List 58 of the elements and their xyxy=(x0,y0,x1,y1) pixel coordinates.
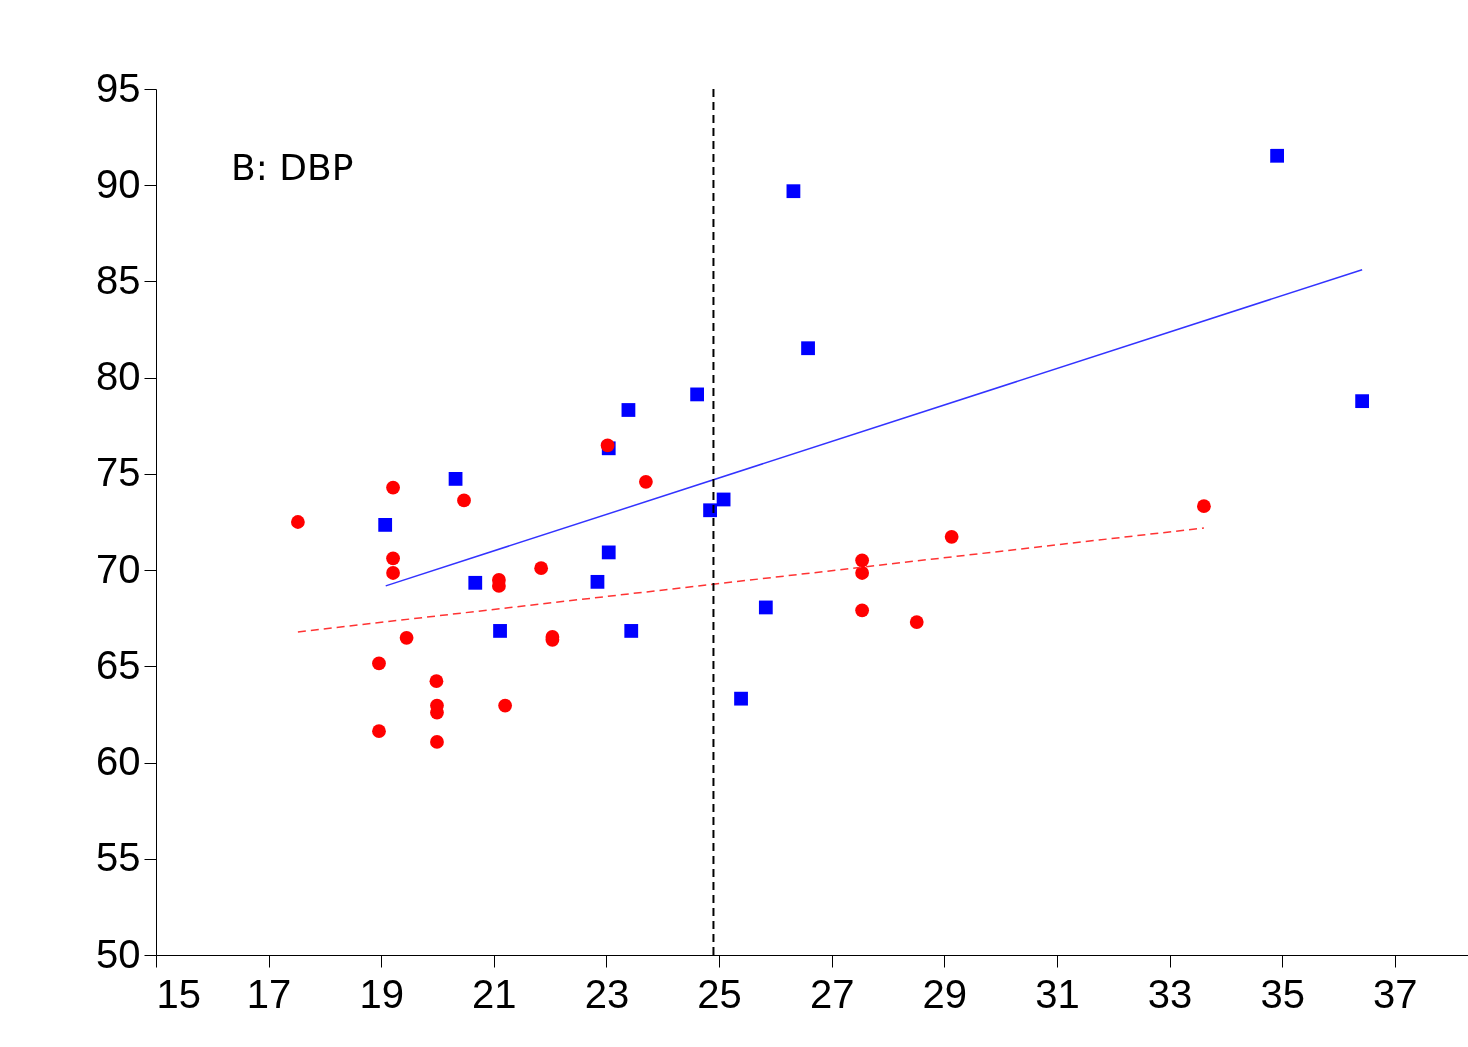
point xyxy=(944,529,959,544)
x-tick-label: 33 xyxy=(1147,971,1193,1016)
annotation: B: DBP xyxy=(231,147,354,188)
point xyxy=(601,545,616,560)
x-tick-label: 23 xyxy=(584,971,630,1016)
point xyxy=(855,603,870,618)
x-tick-label: 29 xyxy=(922,971,968,1016)
point xyxy=(291,515,305,529)
x-tick-label: 35 xyxy=(1260,971,1305,1016)
x-tick-label: 27 xyxy=(809,971,855,1016)
point xyxy=(639,474,653,489)
y-tick-label: 70 xyxy=(96,546,141,591)
point xyxy=(372,724,386,739)
point xyxy=(801,341,815,356)
point xyxy=(855,566,870,580)
point xyxy=(690,387,705,402)
y-tick-label: 80 xyxy=(96,354,141,399)
point xyxy=(457,493,471,508)
point xyxy=(386,566,400,580)
point xyxy=(734,691,748,706)
point xyxy=(498,698,513,713)
y-tick-label: 90 xyxy=(96,161,141,206)
x-tick-label: 37 xyxy=(1373,971,1418,1016)
point xyxy=(909,615,924,629)
point xyxy=(624,624,639,638)
point xyxy=(430,735,444,749)
point xyxy=(429,674,444,689)
point xyxy=(1355,394,1370,409)
x-tick-label: 15 xyxy=(156,971,201,1016)
point xyxy=(468,575,483,590)
x-tick-label: 21 xyxy=(472,971,517,1016)
point xyxy=(372,656,386,671)
point xyxy=(621,403,636,417)
x-tick-label: 19 xyxy=(359,971,404,1016)
x-tick-label: 25 xyxy=(697,971,742,1016)
point xyxy=(378,517,393,532)
y-tick-label: 60 xyxy=(96,739,141,784)
point xyxy=(386,480,400,495)
point xyxy=(386,551,400,566)
point xyxy=(534,561,549,576)
y-tick-label: 65 xyxy=(96,642,141,687)
point xyxy=(1197,499,1211,514)
y-tick-label: 75 xyxy=(96,450,141,495)
point xyxy=(1270,148,1284,163)
point xyxy=(448,472,463,486)
point xyxy=(590,574,605,589)
y-tick-label: 85 xyxy=(96,257,141,302)
point xyxy=(855,553,870,568)
y-tick-label: 55 xyxy=(96,835,141,880)
point xyxy=(703,503,717,518)
point xyxy=(786,184,801,199)
y-tick-label: 50 xyxy=(96,931,141,976)
x-tick-label: 31 xyxy=(1035,971,1080,1016)
y-tick-label: 95 xyxy=(96,65,141,110)
point xyxy=(493,624,507,638)
point xyxy=(758,600,773,615)
x-tick-label: 17 xyxy=(246,971,292,1016)
point xyxy=(399,630,414,645)
